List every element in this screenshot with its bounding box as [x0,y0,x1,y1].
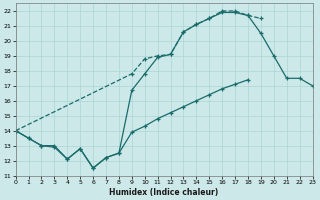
X-axis label: Humidex (Indice chaleur): Humidex (Indice chaleur) [109,188,219,197]
